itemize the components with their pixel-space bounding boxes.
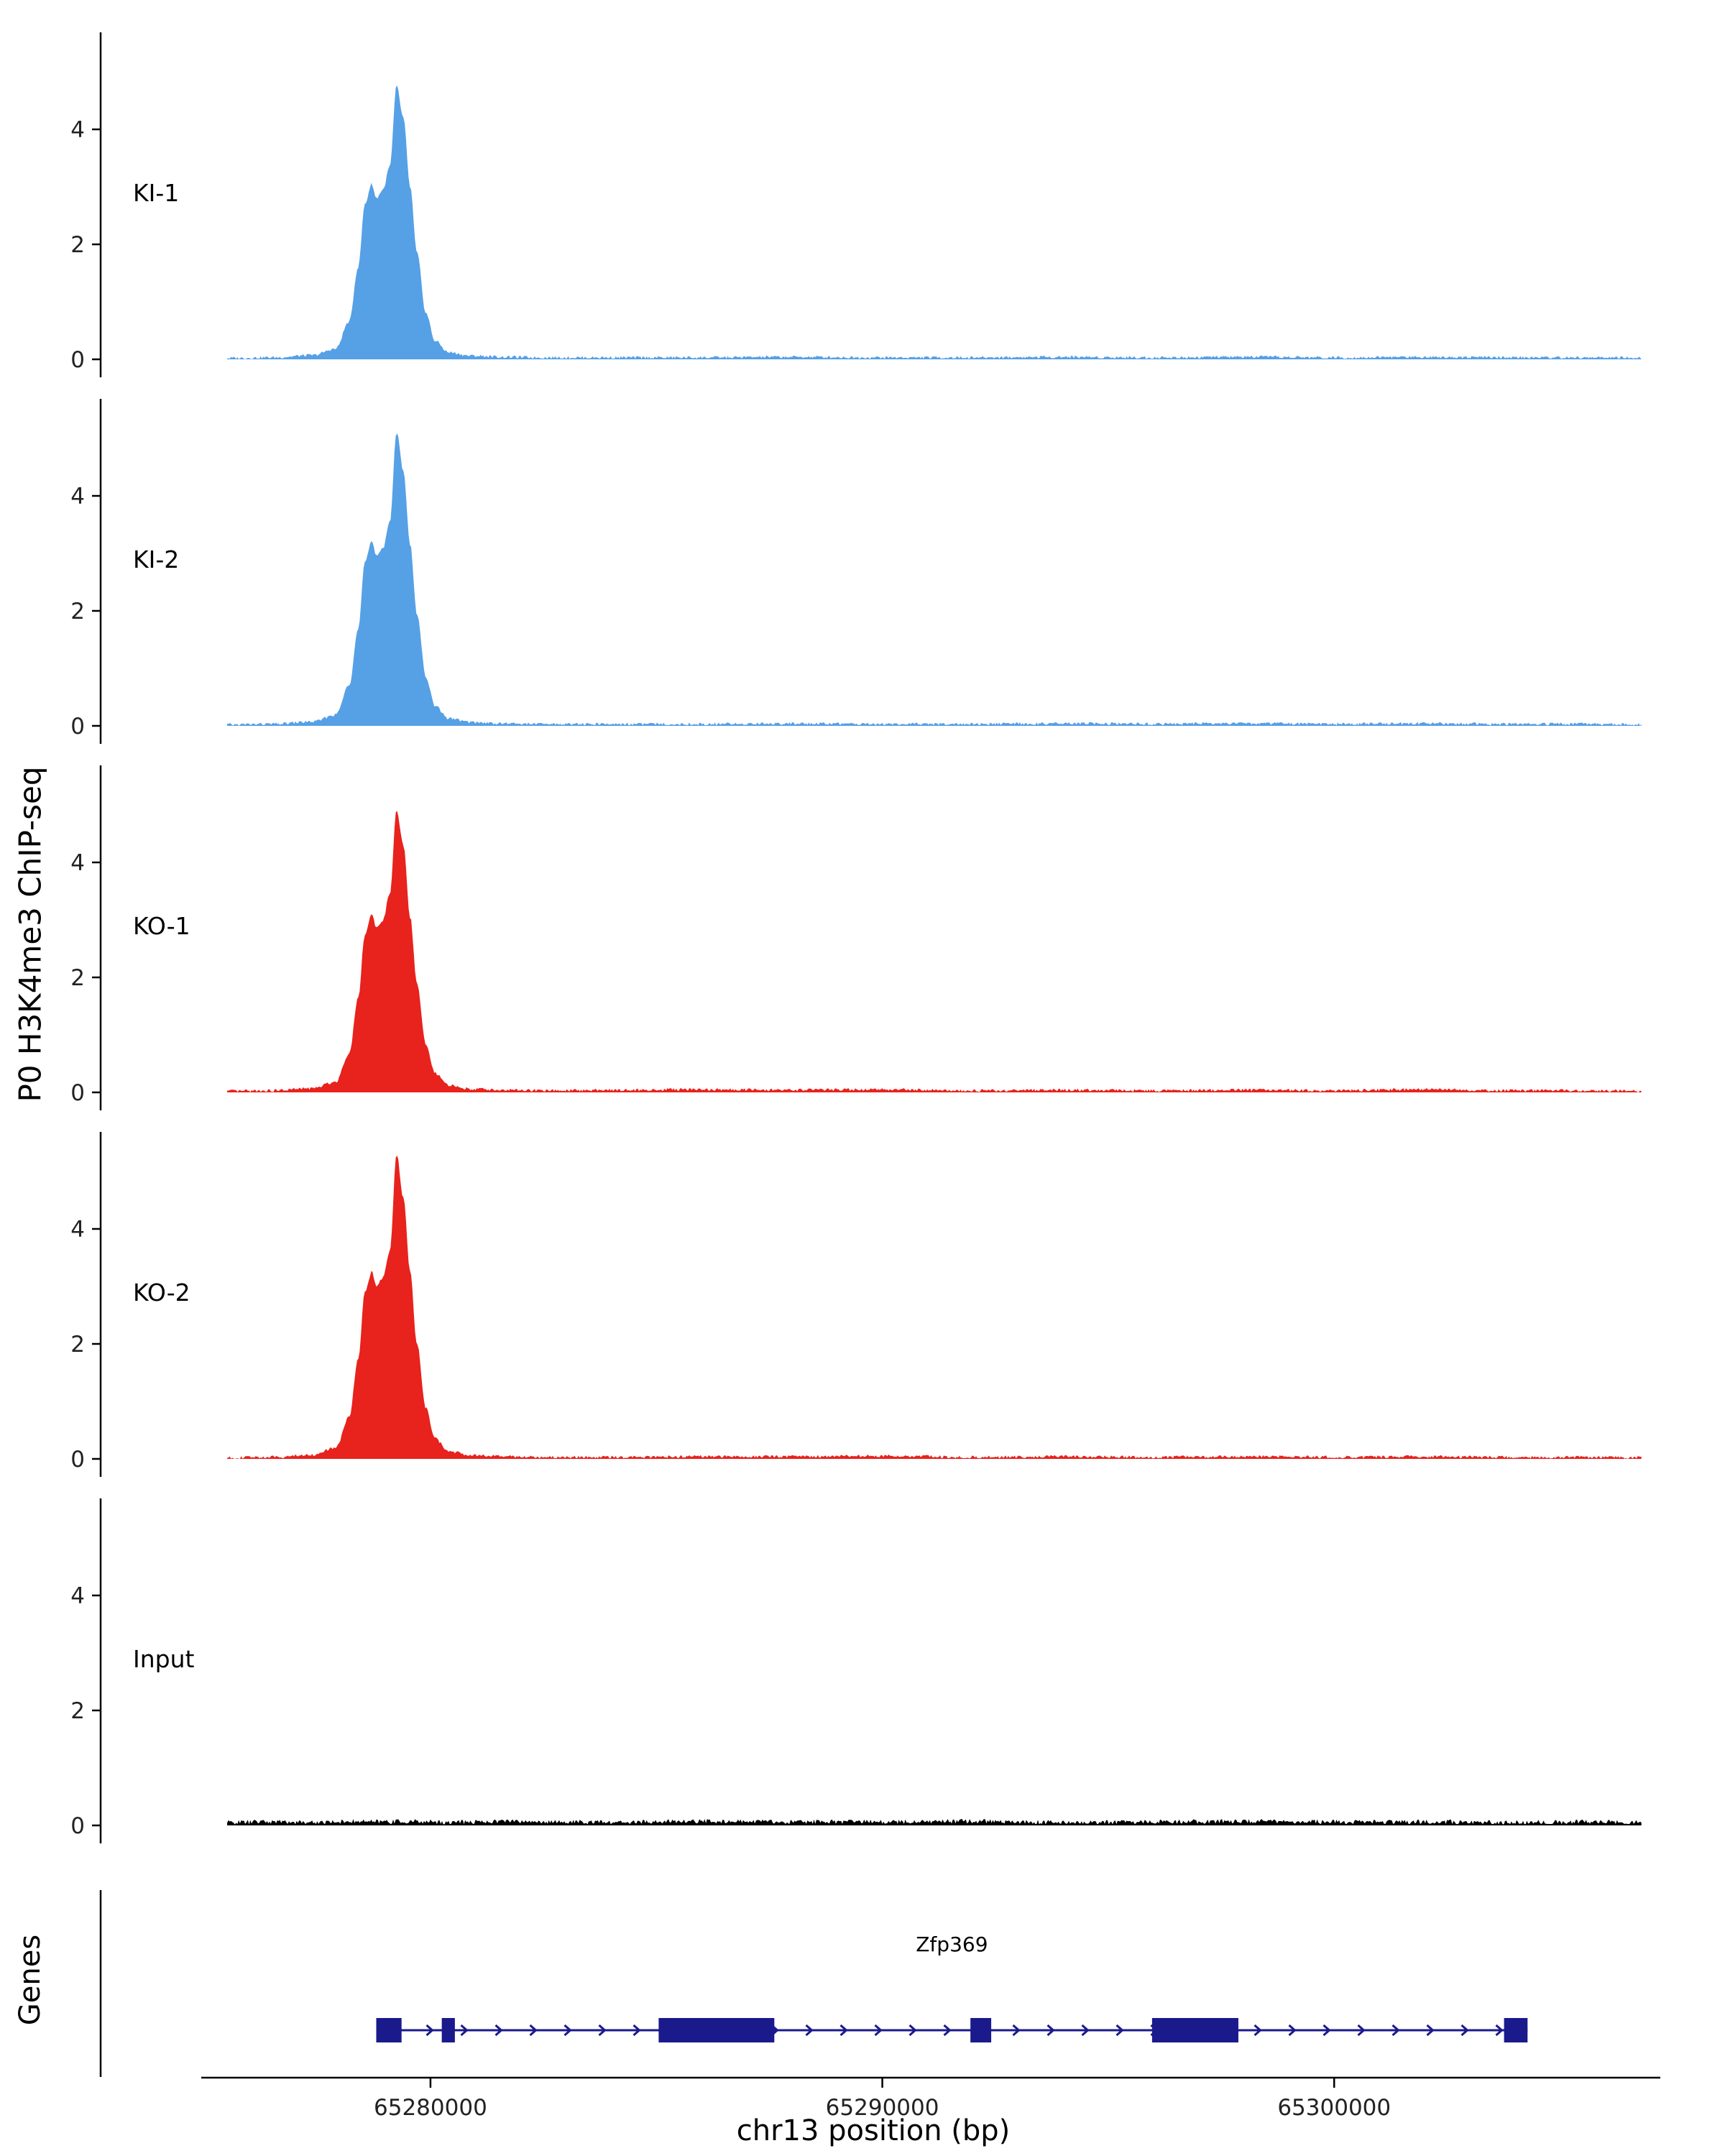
- track-label-input: Input: [133, 1645, 195, 1673]
- y-tick-label: 4: [70, 1217, 85, 1243]
- track-label-ko-2: KO-2: [133, 1279, 190, 1307]
- strand-arrow-icon: [1081, 2024, 1090, 2037]
- x-tick-label: 65300000: [1277, 2095, 1391, 2121]
- exon-box: [441, 2018, 455, 2042]
- y-tick-label: 4: [70, 484, 85, 510]
- track-panel-input: 0 2 4 Input: [70, 1498, 1642, 1843]
- strand-arrow-icon: [1392, 2024, 1400, 2037]
- x-axis-svg: 65280000 65290000 65300000: [201, 2076, 1660, 2121]
- y-tick-label: 0: [70, 1080, 85, 1106]
- strand-arrow-icon: [1322, 2024, 1331, 2037]
- x-axis-title: chr13 position (bp): [736, 2114, 1011, 2147]
- exon-box: [1151, 2018, 1238, 2042]
- strand-arrow-icon: [840, 2024, 848, 2037]
- strand-arrow-icon: [805, 2024, 814, 2037]
- strand-arrow-icon: [632, 2024, 641, 2037]
- exon-box: [970, 2018, 992, 2042]
- gene-name-label: Zfp369: [916, 1932, 988, 1956]
- strand-arrow-icon: [943, 2024, 952, 2037]
- track-label-ki-1: KI-1: [133, 179, 179, 207]
- y-tick-label: 0: [70, 1813, 85, 1839]
- strand-arrow-icon: [1116, 2024, 1124, 2037]
- strand-arrow-icon: [426, 2024, 434, 2037]
- y-tick-label: 4: [70, 850, 85, 876]
- y-tick-label: 2: [70, 232, 85, 258]
- y-tick-label: 0: [70, 347, 85, 373]
- y-tick-label: 4: [70, 117, 85, 143]
- y-tick-label: 2: [70, 1332, 85, 1358]
- y-tick-label: 2: [70, 965, 85, 991]
- exon-box: [376, 2018, 402, 2042]
- x-tick-label: 65290000: [826, 2095, 939, 2121]
- strand-arrow-icon: [1426, 2024, 1435, 2037]
- track-label-ko-1: KO-1: [133, 912, 190, 940]
- coverage-area-ki-1: [227, 85, 1642, 360]
- strand-arrow-icon: [1254, 2024, 1262, 2037]
- strand-arrow-icon: [1495, 2024, 1504, 2037]
- coverage-area-input: [227, 1818, 1642, 1825]
- x-tick-label: 65280000: [374, 2095, 487, 2121]
- track-label-ki-2: KI-2: [133, 545, 179, 573]
- gene-panel-svg: Zfp369: [99, 1890, 1528, 2077]
- strand-arrow-icon: [598, 2024, 607, 2037]
- track-panel-ki-1: 0 2 4 KI-1: [70, 32, 1642, 377]
- strand-arrow-icon: [1460, 2024, 1469, 2037]
- coverage-area-ko-2: [227, 1156, 1642, 1459]
- y-tick-label: 4: [70, 1583, 85, 1609]
- y-tick-label: 2: [70, 599, 85, 625]
- gene-panel: Zfp369: [0, 1890, 1660, 2080]
- strand-arrow-icon: [1288, 2024, 1297, 2037]
- track-panel-ki-2: 0 2 4 KI-2: [70, 399, 1642, 744]
- strand-arrow-icon: [529, 2024, 538, 2037]
- coverage-area-ki-2: [227, 433, 1642, 726]
- track-panel-ko-2: 0 2 4 KO-2: [70, 1132, 1642, 1477]
- strand-arrow-icon: [494, 2024, 503, 2037]
- coverage-area-ko-1: [227, 811, 1642, 1092]
- track-panel-ko-1: 0 2 4 KO-1: [70, 765, 1642, 1110]
- x-axis: 65280000 65290000 65300000: [0, 2076, 1660, 2132]
- strand-arrow-icon: [1046, 2024, 1055, 2037]
- exon-box: [658, 2018, 775, 2042]
- strand-arrow-icon: [874, 2024, 883, 2037]
- strand-arrow-icon: [1357, 2024, 1366, 2037]
- y-tick-label: 0: [70, 714, 85, 740]
- y-tick-label: 2: [70, 1698, 85, 1724]
- exon-box: [1504, 2018, 1528, 2042]
- y-tick-label: 0: [70, 1447, 85, 1473]
- tracks-container: 0 2 4 KI-1 0 2 4 KI-2 0 2 4 KO-1 0 2 4 KO-2 0 2 4 Input: [0, 32, 1660, 1865]
- strand-arrow-icon: [564, 2024, 572, 2037]
- strand-arrow-icon: [908, 2024, 917, 2037]
- strand-arrow-icon: [1012, 2024, 1021, 2037]
- strand-arrow-icon: [460, 2024, 469, 2037]
